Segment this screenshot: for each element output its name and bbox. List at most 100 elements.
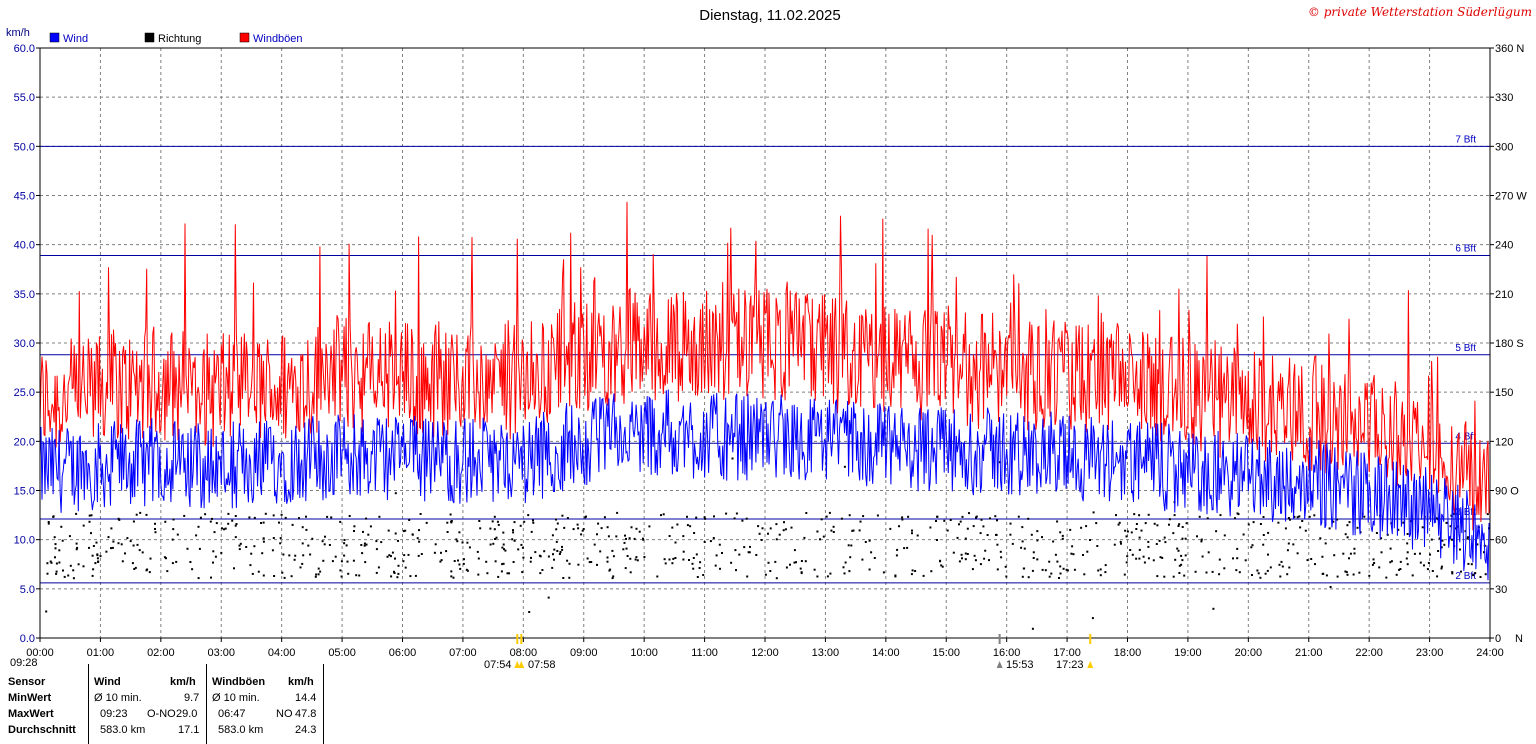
- direction-point: [1174, 558, 1177, 561]
- direction-point: [251, 572, 254, 575]
- direction-point: [949, 519, 952, 521]
- direction-point: [453, 560, 456, 562]
- direction-point: [576, 523, 579, 526]
- direction-point: [1089, 539, 1091, 541]
- direction-point: [825, 515, 828, 518]
- direction-point: [513, 521, 516, 524]
- direction-point: [394, 492, 397, 495]
- direction-point: [774, 560, 777, 563]
- direction-point: [386, 555, 389, 558]
- direction-point: [1130, 531, 1133, 534]
- direction-point: [339, 569, 342, 572]
- direction-point: [262, 574, 265, 577]
- direction-point: [581, 529, 584, 532]
- direction-point: [1009, 522, 1012, 525]
- direction-point: [96, 557, 99, 560]
- direction-point: [1296, 552, 1299, 555]
- direction-point: [166, 570, 169, 573]
- direction-point: [1140, 529, 1143, 532]
- direction-point: [131, 562, 134, 565]
- direction-point: [712, 537, 715, 539]
- direction-point: [1280, 560, 1283, 563]
- direction-point: [1348, 521, 1351, 524]
- direction-point: [606, 526, 609, 529]
- direction-point: [822, 535, 825, 538]
- direction-point: [956, 536, 959, 539]
- direction-point: [1070, 552, 1073, 555]
- direction-point: [154, 531, 157, 534]
- direction-point: [1251, 574, 1253, 576]
- x-tick-label: 06:00: [389, 647, 417, 659]
- direction-point: [500, 570, 503, 573]
- direction-point: [452, 576, 455, 579]
- direction-point: [1152, 559, 1155, 562]
- direction-point: [404, 566, 407, 569]
- direction-point: [1440, 567, 1443, 570]
- direction-point: [695, 516, 698, 519]
- y2-tick-label: 150: [1495, 387, 1513, 399]
- direction-point: [1346, 524, 1349, 527]
- direction-point: [730, 561, 733, 564]
- direction-point: [88, 514, 91, 517]
- direction-point: [390, 575, 393, 578]
- direction-point: [1173, 514, 1176, 517]
- direction-point: [986, 534, 989, 536]
- direction-point: [1234, 517, 1236, 520]
- direction-point: [434, 543, 437, 546]
- direction-point: [465, 568, 468, 571]
- direction-point: [1345, 571, 1348, 574]
- direction-point: [92, 568, 95, 571]
- time-marker-label: 17:23: [1056, 659, 1084, 671]
- direction-point: [238, 548, 241, 551]
- direction-point: [719, 567, 721, 570]
- direction-point: [769, 527, 772, 530]
- time-marker-label: 07:58: [528, 659, 556, 671]
- direction-point: [870, 551, 873, 554]
- direction-point: [262, 540, 265, 543]
- direction-point: [1181, 526, 1184, 528]
- direction-point: [171, 562, 174, 565]
- direction-point: [852, 529, 855, 532]
- direction-point: [404, 529, 407, 532]
- direction-point: [755, 554, 758, 556]
- direction-point: [858, 529, 861, 532]
- direction-point: [134, 566, 137, 569]
- direction-point: [682, 535, 685, 538]
- direction-point: [466, 541, 469, 544]
- direction-point: [577, 563, 580, 566]
- direction-point: [95, 541, 98, 544]
- direction-point: [1310, 558, 1313, 560]
- direction-point: [512, 561, 515, 563]
- beaufort-label: 3 Bft: [1455, 507, 1476, 518]
- legend-label: Richtung: [158, 33, 201, 45]
- direction-point: [314, 575, 317, 578]
- direction-point: [215, 522, 218, 525]
- direction-point: [971, 568, 974, 571]
- direction-point: [55, 572, 58, 575]
- credit-text: © private Wetterstation Süderlügum: [1308, 5, 1532, 19]
- direction-point: [172, 518, 175, 521]
- direction-point: [1158, 539, 1161, 542]
- direction-point: [1153, 522, 1156, 525]
- direction-point: [1342, 552, 1345, 555]
- x-tick-label: 03:00: [207, 647, 235, 659]
- y-axis-unit: km/h: [6, 27, 30, 39]
- direction-point: [671, 562, 674, 565]
- direction-point: [1427, 562, 1430, 564]
- direction-point: [1163, 536, 1166, 539]
- direction-point: [331, 560, 334, 563]
- direction-point: [220, 551, 223, 554]
- direction-point: [1205, 571, 1208, 574]
- direction-point: [952, 551, 955, 554]
- direction-point: [234, 524, 237, 527]
- direction-point: [553, 558, 555, 561]
- direction-point: [45, 610, 48, 613]
- direction-point: [1251, 544, 1254, 547]
- direction-point: [321, 540, 324, 543]
- direction-point: [586, 557, 589, 560]
- direction-point: [118, 518, 121, 521]
- direction-point: [121, 560, 124, 563]
- direction-point: [378, 515, 381, 518]
- direction-point: [625, 547, 628, 550]
